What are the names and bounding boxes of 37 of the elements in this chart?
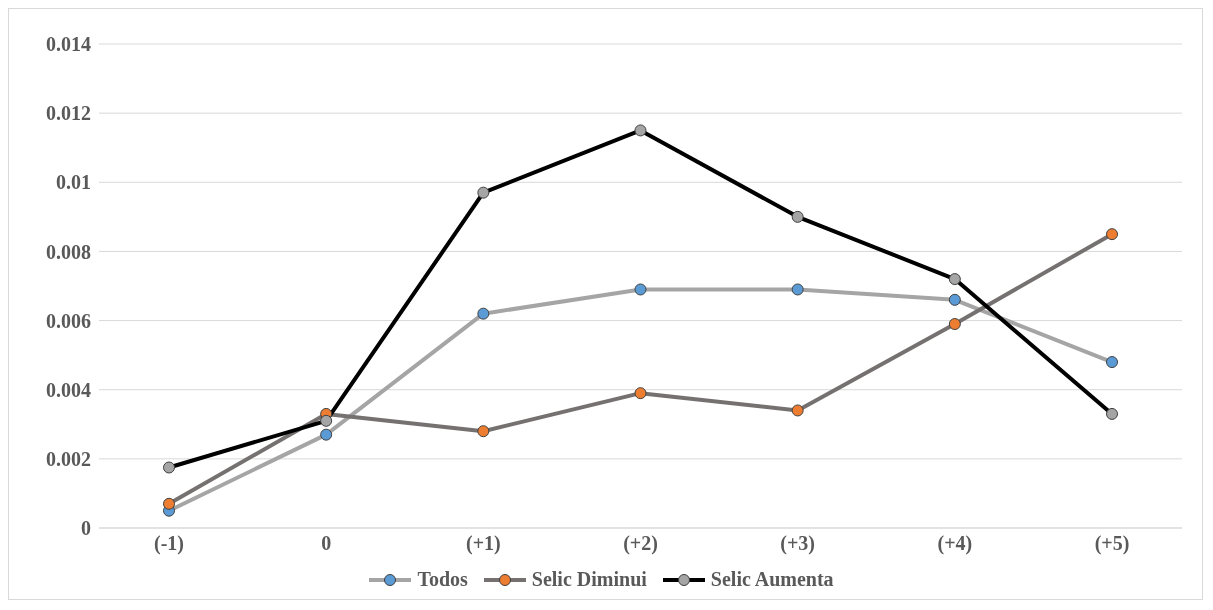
y-tick-label: 0.012	[46, 102, 91, 125]
point	[163, 461, 175, 474]
y-tick-label: 0.014	[46, 33, 91, 56]
y-tick-label: 0	[81, 517, 91, 540]
point	[634, 124, 647, 137]
legend-label: Todos	[416, 568, 468, 591]
point	[948, 318, 961, 331]
point	[477, 186, 490, 199]
x-tick-label: (-1)	[154, 532, 184, 556]
legend-label: Selic Diminui	[530, 568, 647, 591]
y-tick-label: 0.002	[46, 447, 91, 470]
x-tick-label: 0	[321, 532, 332, 555]
x-tick-label: (+3)	[780, 532, 816, 556]
point	[163, 497, 175, 510]
point	[634, 387, 647, 400]
point	[791, 210, 804, 223]
point	[320, 414, 333, 427]
y-tick-label: 0.006	[46, 309, 91, 332]
y-tick-label: 0.01	[56, 171, 91, 194]
y-tick-label: 0.004	[46, 378, 91, 401]
x-tick-label: (+4)	[937, 532, 973, 556]
point	[477, 307, 490, 320]
point	[791, 404, 804, 417]
x-tick-label: (+5)	[1094, 532, 1130, 556]
point	[1106, 356, 1118, 369]
x-tick-label: (+2)	[623, 532, 658, 556]
x-tick-label: (+1)	[465, 532, 501, 556]
point	[948, 293, 961, 306]
point	[477, 425, 490, 438]
point	[634, 283, 647, 296]
point	[1106, 407, 1118, 420]
legend-label: Selic Aumenta	[709, 568, 834, 591]
point	[791, 283, 804, 296]
point	[1106, 228, 1118, 241]
point	[320, 428, 333, 441]
point	[948, 273, 961, 286]
y-tick-label: 0.008	[46, 240, 91, 263]
